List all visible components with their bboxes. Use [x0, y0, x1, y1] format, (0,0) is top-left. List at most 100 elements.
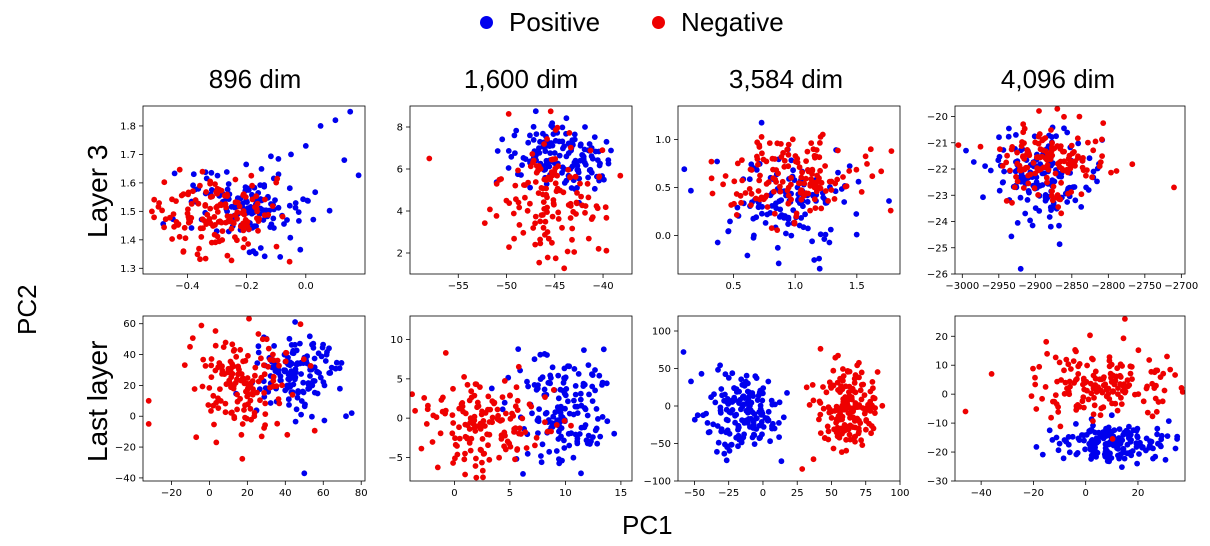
- negative-point: [866, 420, 872, 427]
- positive-point: [292, 200, 299, 206]
- negative-point: [962, 408, 969, 415]
- negative-point: [801, 192, 807, 199]
- positive-point: [188, 225, 195, 231]
- positive-point: [267, 400, 274, 406]
- positive-point: [547, 380, 553, 387]
- positive-point: [540, 130, 546, 137]
- negative-point: [1021, 125, 1028, 132]
- negative-point: [506, 244, 512, 251]
- positive-point: [1017, 265, 1024, 272]
- positive-point: [315, 350, 322, 357]
- negative-point: [240, 244, 247, 251]
- negative-point: [248, 416, 255, 423]
- scatter-panel-6: 0 5 10 15 −5 0 5 10: [388, 315, 633, 499]
- negative-point: [1153, 382, 1159, 389]
- negative-point: [307, 363, 314, 369]
- negative-point: [864, 161, 870, 167]
- positive-point: [748, 161, 755, 168]
- legend-label-negative: Negative: [681, 6, 784, 37]
- negative-point: [834, 176, 841, 183]
- negative-point: [1039, 395, 1045, 402]
- negative-point: [254, 215, 260, 222]
- negative-point: [1052, 354, 1059, 361]
- negative-point: [1161, 387, 1168, 394]
- positive-point: [316, 370, 322, 376]
- negative-point: [258, 433, 265, 440]
- positive-point: [281, 221, 287, 227]
- negative-point: [486, 419, 493, 425]
- negative-point: [202, 203, 209, 209]
- negative-point: [228, 225, 235, 232]
- negative-point: [1036, 363, 1043, 370]
- negative-point: [878, 168, 885, 175]
- negative-point: [872, 410, 878, 416]
- negative-point: [1065, 190, 1071, 197]
- negative-point: [788, 174, 794, 181]
- positive-point: [600, 346, 607, 353]
- positive-point: [809, 238, 815, 245]
- negative-point: [196, 245, 202, 252]
- negative-point: [161, 179, 168, 186]
- negative-point: [230, 220, 237, 227]
- positive-point: [551, 150, 558, 156]
- positive-point: [307, 373, 313, 379]
- positive-point: [759, 431, 765, 438]
- positive-point: [698, 370, 705, 377]
- negative-point: [785, 151, 792, 158]
- negative-point: [466, 426, 473, 432]
- negative-point: [809, 382, 816, 388]
- positive-point: [576, 431, 583, 437]
- negative-point: [215, 405, 222, 411]
- negative-point: [803, 175, 809, 182]
- negative-point: [1167, 366, 1174, 373]
- negative-point: [510, 210, 517, 217]
- x-tick-label: −45: [544, 281, 565, 292]
- negative-point: [1140, 398, 1147, 405]
- positive-point: [596, 162, 603, 169]
- negative-point: [1025, 180, 1032, 187]
- negative-point: [733, 212, 740, 218]
- negative-point: [265, 211, 272, 218]
- negative-point: [225, 218, 232, 225]
- negative-point: [1061, 113, 1067, 120]
- positive-point: [519, 162, 525, 169]
- positive-point: [1105, 424, 1112, 431]
- positive-point: [725, 228, 732, 234]
- negative-point: [516, 222, 523, 228]
- positive-point: [731, 397, 738, 403]
- negative-point: [850, 387, 857, 394]
- positive-point: [596, 372, 603, 379]
- negative-point: [187, 343, 193, 350]
- negative-point: [1030, 160, 1037, 166]
- y-tick-label: −20: [115, 443, 136, 454]
- positive-point: [295, 388, 301, 394]
- negative-point: [1129, 376, 1135, 382]
- negative-point: [1073, 348, 1079, 355]
- positive-point: [557, 405, 564, 412]
- negative-point: [1056, 359, 1063, 366]
- negative-point: [1058, 179, 1064, 186]
- positive-point: [599, 414, 606, 420]
- negative-point: [1061, 367, 1067, 374]
- positive-point: [1014, 220, 1021, 226]
- x-tick-label: 75: [859, 488, 872, 499]
- negative-point: [501, 378, 508, 384]
- positive-point: [289, 350, 296, 356]
- positive-point: [1147, 438, 1153, 445]
- negative-point: [854, 415, 861, 422]
- negative-point: [461, 456, 468, 463]
- positive-point: [300, 379, 307, 386]
- negative-point: [515, 167, 521, 174]
- negative-point: [462, 410, 469, 417]
- negative-point: [559, 224, 565, 231]
- negative-point: [480, 418, 487, 424]
- positive-point: [512, 150, 518, 157]
- negative-point: [1044, 350, 1050, 357]
- positive-point: [750, 234, 757, 241]
- positive-point: [1098, 432, 1105, 439]
- negative-point: [771, 210, 778, 217]
- negative-point: [169, 236, 176, 242]
- negative-point: [248, 172, 255, 179]
- negative-point: [552, 180, 559, 187]
- negative-point: [213, 439, 220, 446]
